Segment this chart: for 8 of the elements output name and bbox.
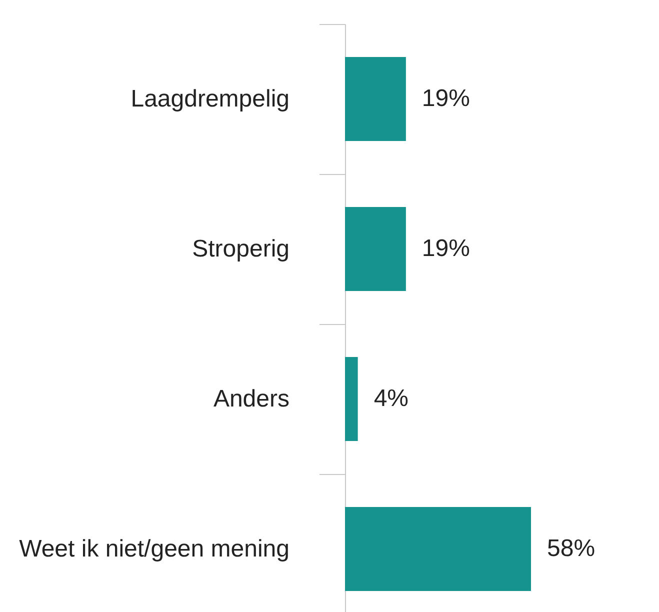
data-label: 19% — [422, 85, 470, 112]
data-label: 58% — [547, 535, 596, 562]
data-label: 4% — [374, 385, 409, 412]
y-tick-label: Weet ik niet/geen mening — [19, 536, 290, 562]
data-label: 19% — [422, 235, 470, 262]
y-tick-label: Laagdrempelig — [130, 86, 290, 112]
y-tick-label: Anders — [213, 386, 290, 412]
y-tick-label: Stroperig — [192, 236, 290, 262]
